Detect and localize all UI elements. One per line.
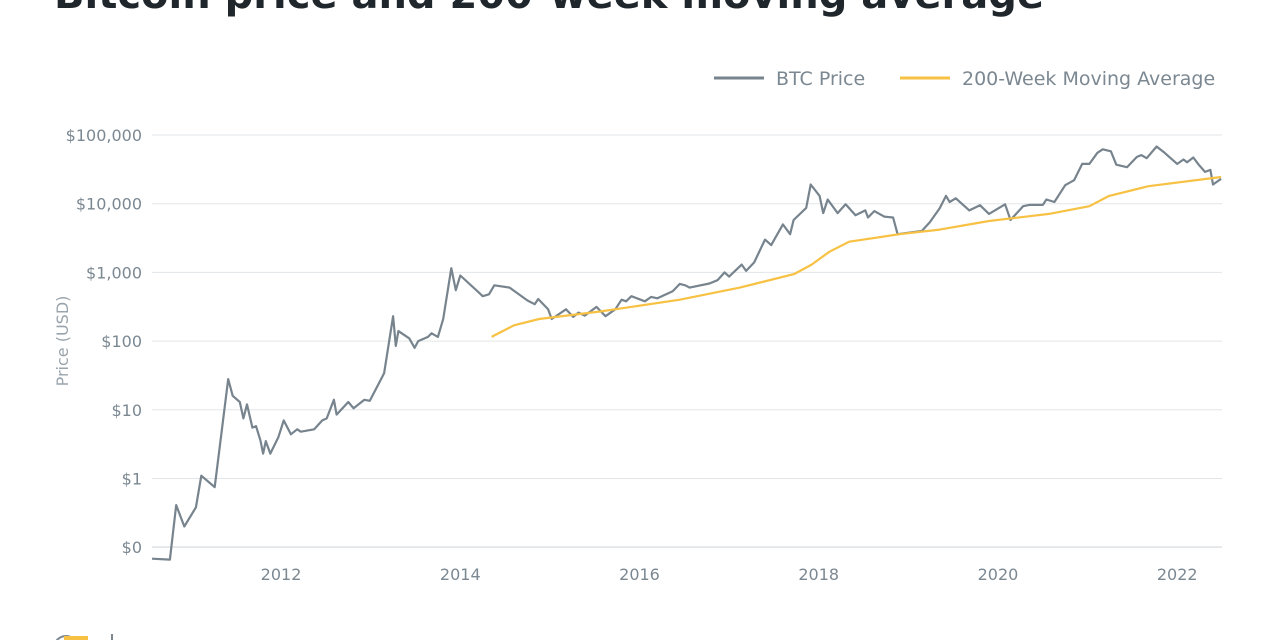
- y-tick-label: $0: [122, 538, 142, 557]
- series-line-1: [491, 175, 1222, 338]
- y-tick-label: $1,000: [86, 263, 142, 282]
- y-tick-label: $100: [101, 332, 142, 351]
- legend-label: 200-Week Moving Average: [962, 68, 1215, 90]
- legend-label: BTC Price: [776, 68, 865, 90]
- x-tick-label: 2012: [261, 565, 302, 584]
- y-tick-label: $100,000: [66, 126, 142, 145]
- x-tick-label: 2014: [440, 565, 481, 584]
- series-line-0: [151, 145, 1222, 561]
- y-tick-label: $10,000: [76, 195, 142, 214]
- y-tick-label: $1: [122, 470, 142, 489]
- x-tick-label: 2022: [1157, 565, 1198, 584]
- chart-title: Bitcoin price and 200-week moving averag…: [54, 0, 1044, 18]
- logo-icon: [55, 634, 113, 640]
- x-tick-label: 2018: [798, 565, 839, 584]
- x-tick-label: 2020: [978, 565, 1019, 584]
- y-axis-label: Price (USD): [53, 296, 72, 387]
- y-tick-label: $10: [111, 401, 142, 420]
- x-tick-label: 2016: [619, 565, 660, 584]
